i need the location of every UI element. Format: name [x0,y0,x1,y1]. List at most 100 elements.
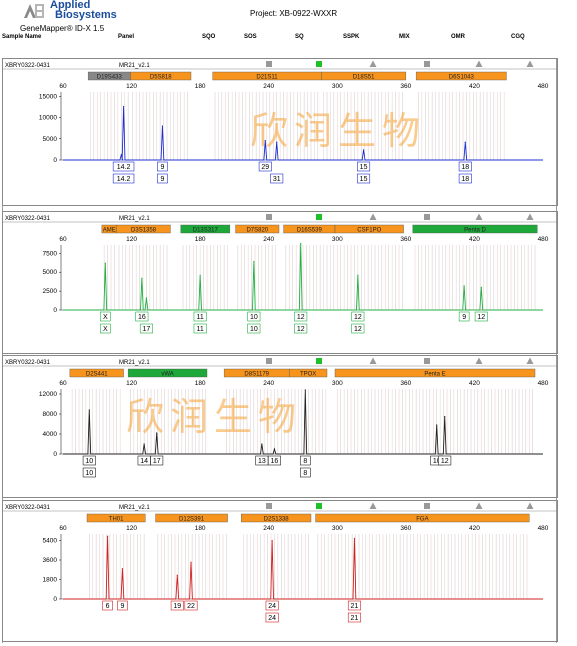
allele-call-box[interactable]: 21 [347,600,361,611]
qc-flag-triangle-icon[interactable] [526,213,534,221]
allele-call-box[interactable]: 15 [357,173,371,184]
allele-call-box[interactable]: 12 [351,323,365,334]
qc-flag-triangle-icon[interactable] [475,502,483,510]
qc-flag-triangle-icon[interactable] [369,60,377,68]
qc-flag-pass-icon[interactable] [316,503,322,509]
marker-d8s1179[interactable]: D8S1179 [223,368,290,378]
marker-d12s391[interactable]: D12S391 [155,513,228,523]
allele-call-box[interactable]: 16 [135,311,149,322]
marker-vwa[interactable]: vWA [127,368,208,378]
allele-call-box[interactable]: 10 [247,323,261,334]
allele-call-box[interactable]: 13 [255,455,269,466]
marker-d2s1338[interactable]: D2S1338 [241,513,312,523]
qc-flag-triangle-icon[interactable] [526,357,534,365]
qc-flag-triangle-icon[interactable] [475,60,483,68]
qc-flag-square-icon[interactable] [424,503,430,509]
allele-call-box[interactable]: 9 [458,311,470,322]
allele-call-box[interactable]: 17 [150,455,164,466]
allele-call-box[interactable]: 16 [267,455,281,466]
allele-call-box[interactable]: 14.2 [112,161,135,172]
allele-call-box[interactable]: 12 [294,311,308,322]
allele-call-box[interactable]: 18 [458,173,472,184]
allele-label: 19 [173,603,181,610]
allele-call-box[interactable]: 11 [193,323,207,334]
qc-flag-pass-icon[interactable] [316,61,322,67]
qc-flag-triangle-icon[interactable] [475,213,483,221]
allele-call-box[interactable]: 8 [299,467,311,478]
qc-flag-square-icon[interactable] [424,61,430,67]
marker-d16s539[interactable]: D16S539 [283,224,336,234]
allele-call-box[interactable]: 15 [357,161,371,172]
y-tick-label: 0 [53,451,57,458]
allele-call-box[interactable]: 21 [347,612,361,623]
qc-flag-pass-icon[interactable] [316,358,322,364]
allele-call-box[interactable]: 10 [82,467,96,478]
marker-d6s1043[interactable]: D6S1043 [415,71,507,81]
marker-d21s11[interactable]: D21S11 [212,71,322,81]
allele-call-box[interactable]: 17 [139,323,153,334]
x-tick-label: 120 [126,380,137,387]
qc-flag-pass-icon[interactable] [316,214,322,220]
allele-call-box[interactable]: 9 [117,600,128,611]
sample-name: XBRY0322-0431 [5,505,51,511]
allele-call-box[interactable]: X [99,323,111,334]
marker-label: CSF1PO [357,228,381,234]
y-tick-label: 5000 [43,269,58,276]
marker-d3s1358[interactable]: D3S1358 [116,224,171,234]
qc-flag-triangle-icon[interactable] [369,502,377,510]
allele-call-box[interactable]: 12 [294,323,308,334]
allele-call-box[interactable]: 18 [458,161,472,172]
qc-flag-triangle-icon[interactable] [369,213,377,221]
qc-flag-square-icon[interactable] [266,503,272,509]
allele-call-box[interactable]: 14 [137,455,151,466]
qc-flag-square-icon[interactable] [266,214,272,220]
marker-d2s441[interactable]: D2S441 [69,368,124,378]
allele-call-box[interactable]: 6 [102,600,113,611]
allele-call-box[interactable]: 12 [351,311,365,322]
marker-th01[interactable]: TH01 [86,513,146,523]
allele-call-box[interactable]: 24 [265,612,279,623]
allele-call-box[interactable]: 24 [265,600,279,611]
marker-d5s818[interactable]: D5S818 [130,71,192,81]
y-tick-label: 7500 [43,250,58,257]
marker-d7s820[interactable]: D7S820 [235,224,280,234]
allele-label: 22 [187,603,195,610]
marker-tpox[interactable]: TPOX [289,368,328,378]
allele-call-box[interactable]: X [99,311,111,322]
peak-apex [143,443,145,445]
marker-penta-d[interactable]: Penta D [412,224,538,234]
marker-penta-e[interactable]: Penta E [334,368,536,378]
allele-call-box[interactable]: 29 [258,161,272,172]
qc-flag-square-icon[interactable] [266,358,272,364]
allele-call-box[interactable]: 10 [247,311,261,322]
allele-call-box[interactable]: 8 [299,455,311,466]
qc-flag-triangle-icon[interactable] [526,60,534,68]
marker-csf1po[interactable]: CSF1PO [334,224,404,234]
col-panel: Panel [118,34,135,40]
qc-flag-triangle-icon[interactable] [475,357,483,365]
qc-flag-triangle-icon[interactable] [369,357,377,365]
allele-call-box[interactable]: 19 [170,600,184,611]
x-tick-label: 300 [332,236,343,243]
qc-flag-square-icon[interactable] [424,358,430,364]
allele-call-box[interactable]: 12 [438,455,452,466]
allele-call-box[interactable]: 9 [157,161,168,172]
marker-ame[interactable]: AME [101,224,117,234]
allele-call-box[interactable]: 22 [184,600,198,611]
marker-fga[interactable]: FGA [315,513,530,523]
y-tick-label: 0 [53,596,57,603]
qc-flag-triangle-icon[interactable] [526,502,534,510]
qc-flag-square-icon[interactable] [424,214,430,220]
peak-apex [300,242,302,245]
marker-d18s51[interactable]: D18S51 [321,71,407,81]
allele-call-box[interactable]: 12 [474,311,488,322]
marker-d13s317[interactable]: D13S317 [180,224,231,234]
qc-flag-square-icon[interactable] [266,61,272,67]
marker-d19s433[interactable]: D19S433 [87,71,131,81]
allele-call-box[interactable]: 9 [157,173,168,184]
x-tick-label: 300 [332,83,343,90]
allele-call-box[interactable]: 31 [270,173,284,184]
allele-call-box[interactable]: 11 [193,311,207,322]
allele-call-box[interactable]: 14.2 [112,173,135,184]
allele-call-box[interactable]: 10 [82,455,96,466]
